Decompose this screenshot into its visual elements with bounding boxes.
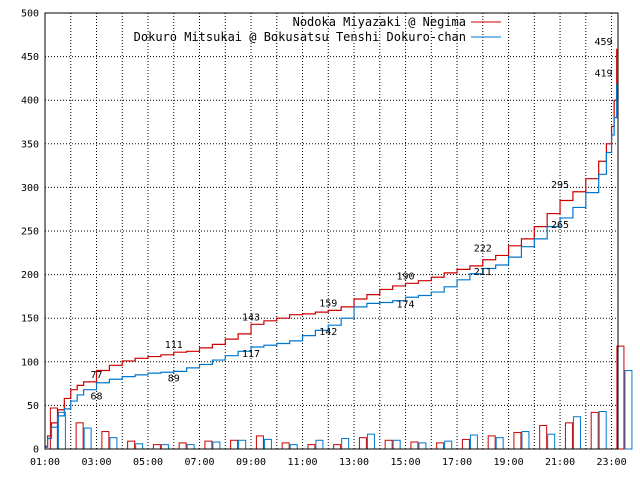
data-label: 111 [165,340,183,351]
y-tick-label: 50 [27,401,39,412]
hour-bar [564,422,573,450]
hour-bar [495,437,504,450]
x-tick-label: 13:00 [339,457,369,468]
hour-bar [289,444,298,450]
data-label: 459 [594,37,612,48]
cumulative-line [45,83,618,448]
y-tick-label: 500 [21,9,39,20]
y-tick-label: 150 [21,314,39,325]
hour-bar [513,431,522,450]
hour-bar [127,440,136,450]
hour-bar [590,411,599,450]
cumulative-lines [45,48,618,448]
hour-bar [487,435,496,450]
data-label: 295 [551,180,569,191]
hour-bar [212,441,221,450]
hour-bar [418,442,427,450]
hour-bar [101,431,110,450]
y-tick-label: 350 [21,139,39,150]
grid-lines [45,13,618,449]
data-label: 174 [397,299,415,310]
hourly-bars [49,345,633,450]
x-tick-label: 03:00 [81,457,111,468]
data-label: 142 [319,327,337,338]
y-tick-label: 300 [21,183,39,194]
x-tick-label: 19:00 [493,457,523,468]
hour-bar [160,444,169,450]
x-tick-label: 07:00 [184,457,214,468]
hour-bar [358,437,367,450]
hour-bar [436,442,445,450]
hour-bar [521,431,530,450]
x-tick-label: 15:00 [390,457,420,468]
data-label: 190 [397,271,415,282]
hour-bar [75,422,84,450]
hour-bar [539,424,548,450]
hour-bar [616,345,625,450]
hour-bar [366,433,375,450]
hour-bar [238,439,247,450]
hour-bar [255,435,264,450]
legend: Nodoka Miyazaki @ Negima Dokuro Mitsukai… [134,15,501,44]
hour-bar [83,427,92,450]
y-tick-label: 0 [33,445,39,456]
y-tick-label: 250 [21,227,39,238]
data-label: 89 [168,373,180,384]
hour-bar [109,437,118,450]
data-label: 159 [319,298,337,309]
data-label: 265 [551,220,569,231]
y-tick-label: 450 [21,52,39,63]
data-label: 117 [242,349,260,360]
hour-bar [57,411,66,450]
data-labels: 77 111 143 159 190 222 295 459 68 89 117 142 174 211 2… [90,37,612,403]
hour-bar [469,434,478,450]
hour-bar [315,439,324,450]
x-tick-label: 23:00 [597,457,627,468]
hour-bar [392,439,401,450]
hour-bar [598,411,607,450]
hour-bar [333,444,342,450]
x-tick-label: 05:00 [133,457,163,468]
data-label: 68 [90,392,102,403]
hour-bar [135,443,144,450]
data-label: 419 [594,69,612,80]
hour-bar [307,444,316,450]
x-tick-label: 17:00 [442,457,472,468]
data-label: 143 [242,312,260,323]
legend-label-nodoka: Nodoka Miyazaki @ Negima [293,15,466,29]
x-axis-ticks: 01:00 03:00 05:00 07:00 09:00 11:00 13:00 15:00… [30,457,627,468]
hour-bar [547,433,556,450]
data-label: 222 [474,243,492,254]
data-label: 211 [474,267,492,278]
cumulative-line [45,48,618,447]
x-tick-label: 11:00 [287,457,317,468]
data-label: 77 [90,370,102,381]
hour-bar [178,442,187,450]
y-tick-label: 400 [21,96,39,107]
y-axis-ticks: 0 50 100 150 200 250 300 350 400 450 500 [21,9,39,456]
hour-bar [341,438,350,450]
hour-bar [204,440,213,450]
hour-bar [186,444,195,450]
x-tick-label: 21:00 [545,457,575,468]
hour-bar [444,440,453,450]
hour-bar [281,442,290,450]
plot-frame [44,12,619,450]
hour-bar [152,444,161,450]
hour-bar [624,370,633,450]
hour-bar [572,416,581,450]
x-tick-label: 01:00 [30,457,60,468]
hour-bar [384,439,393,450]
hour-bar [230,439,239,450]
hour-bar [461,438,470,450]
y-tick-label: 200 [21,270,39,281]
x-tick-label: 09:00 [236,457,266,468]
hour-bar [263,438,272,450]
y-tick-label: 100 [21,357,39,368]
hour-bar [410,441,419,450]
legend-label-dokuro: Dokuro Mitsukai @ Bokusatsu Tenshi Dokur… [134,30,466,44]
